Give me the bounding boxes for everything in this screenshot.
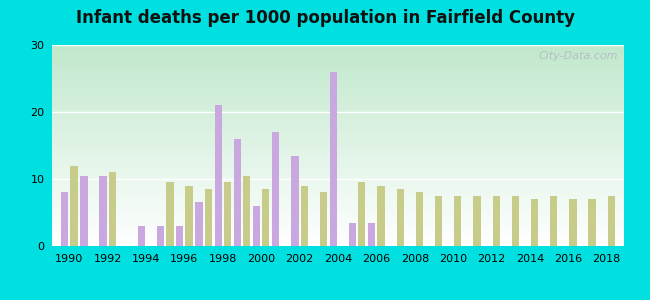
Bar	[253, 206, 260, 246]
Bar	[358, 182, 365, 246]
Bar	[569, 199, 577, 246]
Bar	[349, 223, 356, 246]
Bar	[176, 226, 183, 246]
Bar	[166, 182, 174, 246]
Bar	[368, 223, 376, 246]
Bar	[435, 196, 442, 246]
Bar	[205, 189, 212, 246]
Bar	[550, 196, 558, 246]
Bar	[262, 189, 270, 246]
Bar	[454, 196, 462, 246]
Bar	[493, 196, 500, 246]
Bar	[608, 196, 615, 246]
Bar	[272, 132, 280, 246]
Bar	[291, 155, 298, 246]
Bar	[416, 192, 423, 246]
Bar	[224, 182, 231, 246]
Bar	[330, 72, 337, 246]
Bar	[512, 196, 519, 246]
Bar	[61, 192, 68, 246]
Bar	[109, 172, 116, 246]
Bar	[473, 196, 480, 246]
Bar	[531, 199, 538, 246]
Bar	[99, 176, 107, 246]
Bar	[396, 189, 404, 246]
Bar	[243, 176, 250, 246]
Bar	[80, 176, 88, 246]
Text: City-Data.com: City-Data.com	[539, 51, 618, 61]
Bar	[588, 199, 596, 246]
Text: Infant deaths per 1000 population in Fairfield County: Infant deaths per 1000 population in Fai…	[75, 9, 575, 27]
Bar	[234, 139, 241, 246]
Bar	[70, 166, 77, 246]
Bar	[185, 186, 192, 246]
Bar	[196, 202, 203, 246]
Bar	[378, 186, 385, 246]
Bar	[138, 226, 145, 246]
Bar	[300, 186, 308, 246]
Bar	[214, 105, 222, 246]
Bar	[320, 192, 327, 246]
Bar	[157, 226, 164, 246]
